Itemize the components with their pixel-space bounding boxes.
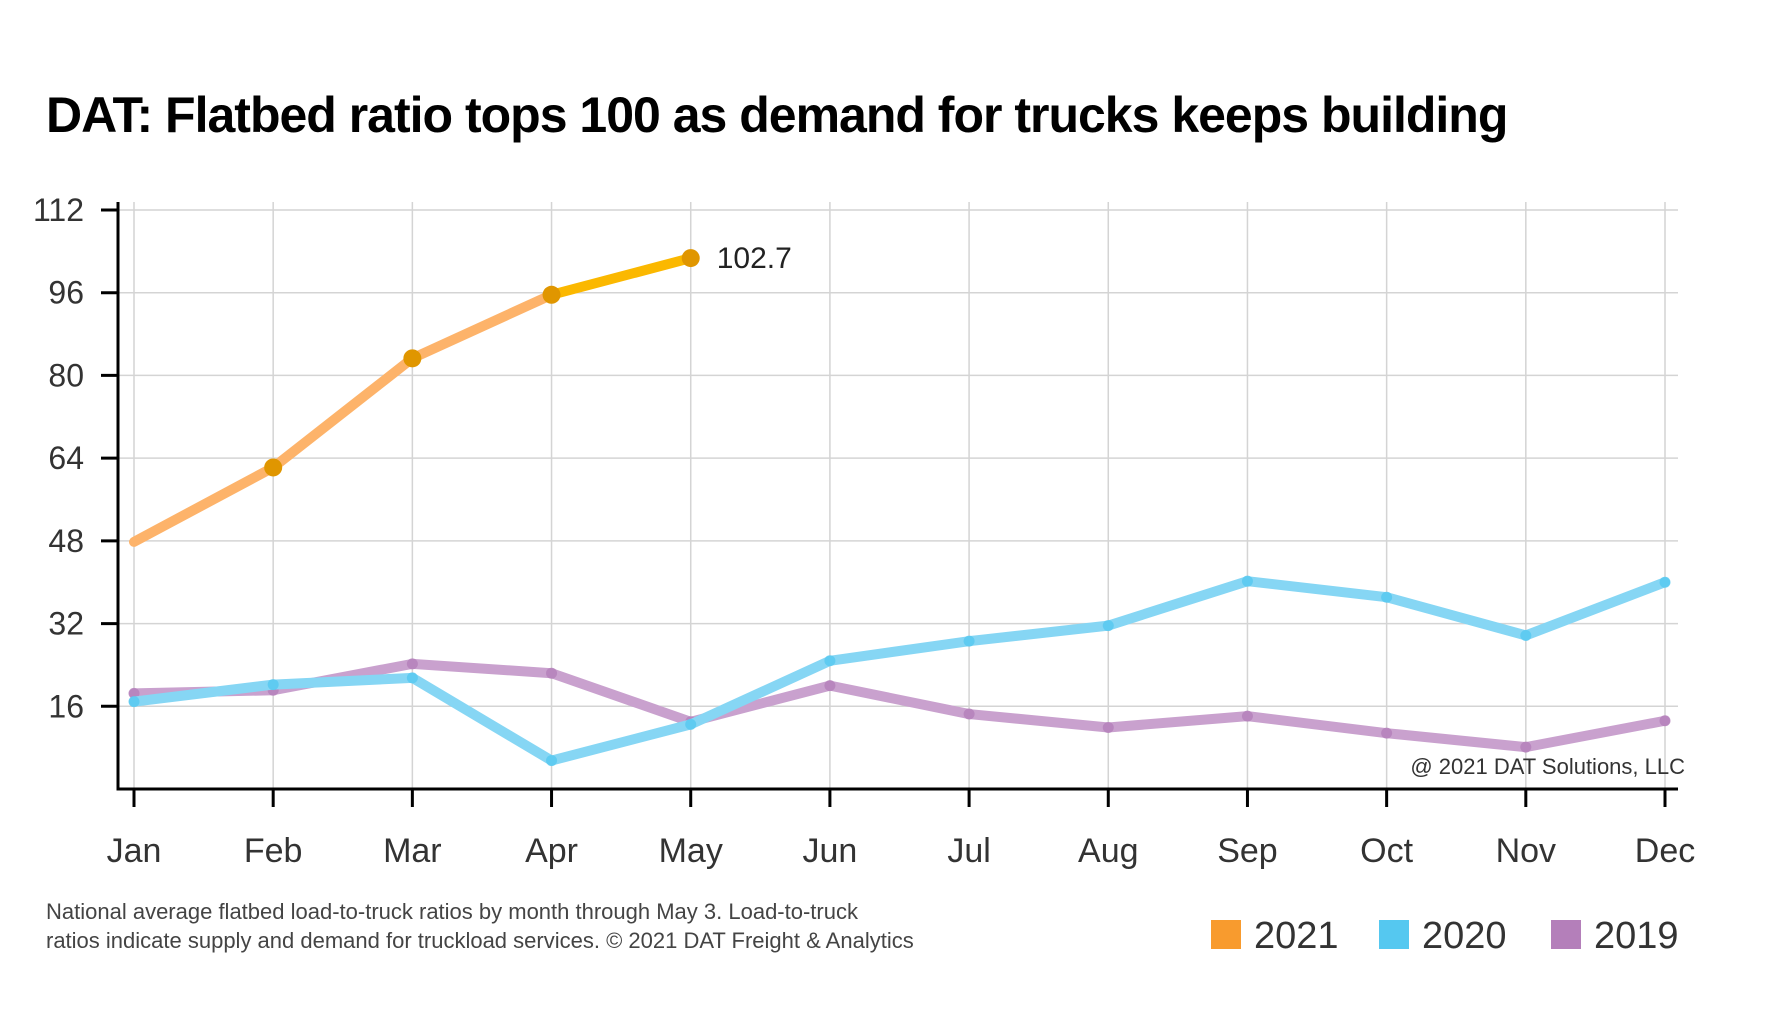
x-tick-label: Jun [802,832,857,870]
data-point-2019 [824,680,836,692]
legend-swatch-2021 [1211,920,1241,949]
data-point-2020 [1102,620,1114,632]
data-point-2021 [681,249,700,268]
data-point-2019 [1241,710,1253,722]
data-point-2020 [546,755,558,767]
data-point-2020 [1659,576,1671,588]
y-tick-label: 112 [33,192,84,228]
x-tick-label: Aug [1078,832,1139,870]
data-point-2019 [1102,721,1114,733]
x-tick-label: Nov [1496,832,1556,870]
x-tick-label: Jan [107,832,162,870]
series-line-2021-latest [546,253,696,300]
data-point-2020 [685,718,697,730]
y-tick-label: 32 [48,606,84,642]
data-point-2019 [128,687,140,699]
legend-label-2020: 2020 [1422,915,1507,957]
grid [118,202,1678,789]
legend-label-2019: 2019 [1594,915,1679,957]
data-point-2020 [824,655,836,667]
legend-label-2021: 2021 [1254,915,1339,957]
y-tick-label: 48 [48,523,84,559]
footnote-line-2: ratios indicate supply and demand for tr… [46,928,914,953]
series-line-2019 [129,658,1670,753]
axes: Jan Feb Mar Apr May Jun Jul Aug Sep Oct Nov Dec 16 32… [33,192,1695,870]
data-point-2021 [403,349,422,368]
data-point-2019 [1659,715,1671,727]
data-point-2020 [1241,575,1253,587]
x-tick-label: May [659,832,723,870]
y-tick-label: 64 [48,440,84,476]
chart-title: DAT: Flatbed ratio tops 100 as demand fo… [46,87,1507,143]
data-point-2019 [963,708,975,720]
series-line-2021 [129,289,557,547]
data-point-2020 [406,672,418,684]
data-point-2019 [1381,727,1393,739]
y-tick-label: 96 [48,275,84,311]
data-point-2021 [264,458,283,477]
series-line-2020 [129,576,1670,766]
legend-swatch-2019 [1551,920,1581,949]
watermark: @ 2021 DAT Solutions, LLC [1410,754,1685,779]
footnote-line-1: National average flatbed load-to-truck r… [46,899,859,924]
x-tick-label: Feb [244,832,303,870]
data-point-2020 [128,696,140,708]
data-point-2019 [406,658,418,670]
annotation-label: 102.7 [717,242,792,275]
series-lines [128,249,1671,767]
y-tick-label: 16 [48,688,84,724]
data-point-2021 [542,285,561,304]
x-tick-label: Mar [383,832,442,870]
data-point-2020 [1381,591,1393,603]
data-point-2020 [267,679,279,691]
x-tick-label: Dec [1635,832,1695,870]
x-tick-label: Apr [525,832,578,870]
x-tick-label: Jul [947,832,990,870]
legend-swatch-2020 [1379,920,1409,949]
y-tick-label: 80 [48,357,84,393]
data-point-2020 [1520,629,1532,641]
x-tick-label: Sep [1217,832,1278,870]
data-point-2020 [963,635,975,647]
legend: 2021 2020 2019 [1211,915,1679,957]
x-tick-label: Oct [1360,832,1413,870]
data-point-2019 [546,667,558,679]
data-point-2019 [1520,741,1532,753]
